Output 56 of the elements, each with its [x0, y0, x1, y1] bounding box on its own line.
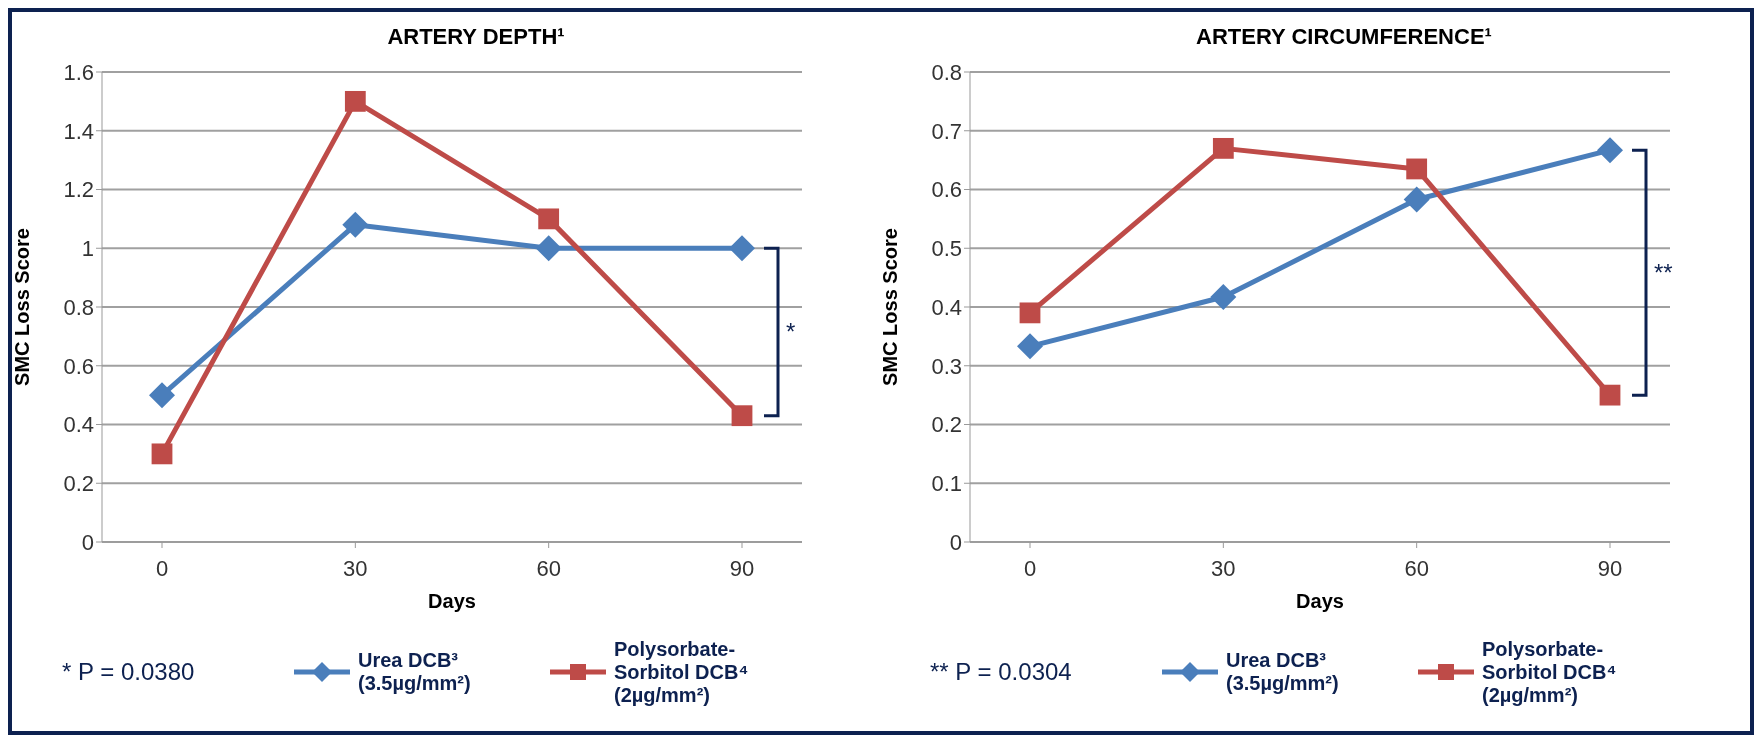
x-tick-label: 90 [729, 555, 755, 581]
chart-title: ARTERY CIRCUMFERENCE¹ [1196, 24, 1492, 49]
x-tick-label: 90 [1597, 555, 1623, 581]
legend-label: Urea DCB³ (3.5µg/mm²) [1226, 649, 1340, 695]
point [538, 208, 560, 230]
y-tick-label: 0.2 [931, 412, 962, 438]
y-tick-label: 0.8 [63, 294, 94, 320]
y-tick-label: 0.6 [63, 353, 94, 379]
point [149, 382, 175, 409]
y-tick-label: 1.4 [63, 118, 94, 144]
point [1212, 137, 1234, 159]
annotation: * [786, 317, 796, 345]
point [1019, 302, 1041, 324]
legend-label: Urea DCB³ (3.5µg/mm²) [358, 649, 472, 695]
legend-label: Polysorbate-Sorbitol DCB⁴ (2µg/mm²) [1482, 637, 1618, 707]
x-tick-label: 60 [536, 555, 561, 581]
point [1017, 333, 1043, 360]
y-tick-label: 0.8 [931, 59, 962, 85]
y-tick-label: 1 [81, 236, 94, 262]
point [535, 235, 562, 262]
y-tick-label: 0.4 [63, 412, 94, 438]
text: ** P = 0.0304 [930, 658, 1073, 686]
point [731, 405, 753, 427]
y-axis-title: SMC Loss Score [11, 228, 34, 386]
chart-title: ARTERY DEPTH¹ [387, 24, 565, 49]
annotation: ** [1654, 258, 1673, 286]
x-tick-label: 60 [1404, 555, 1429, 581]
point [1597, 137, 1623, 164]
point [1403, 186, 1430, 213]
point [729, 235, 755, 262]
y-tick-label: 0.2 [63, 471, 94, 497]
point [344, 90, 366, 112]
y-tick-label: 1.6 [63, 59, 94, 85]
x-tick-label: 0 [155, 555, 169, 581]
y-tick-label: 0.3 [931, 353, 962, 379]
y-tick-label: 0.5 [931, 236, 962, 262]
y-tick-label: 0 [949, 529, 962, 555]
point [151, 443, 173, 465]
y-tick-label: 1.2 [63, 177, 94, 203]
legend-label: Polysorbate-Sorbitol DCB⁴ (2µg/mm²) [614, 637, 750, 707]
y-tick-label: 0.1 [931, 471, 962, 497]
y-tick-label: 0.6 [931, 177, 962, 203]
y-tick-label: 0 [81, 529, 94, 555]
point [342, 211, 369, 238]
x-tick-label: 30 [343, 555, 368, 581]
point [1599, 384, 1621, 406]
x-tick-label: 30 [1211, 555, 1236, 581]
x-axis-title: Days [428, 590, 476, 612]
y-axis-title: SMC Loss Score [879, 228, 902, 386]
x-tick-label: 0 [1023, 555, 1037, 581]
point [1406, 158, 1428, 180]
point [1210, 284, 1237, 311]
y-tick-label: 0.7 [931, 118, 962, 144]
text: * P = 0.0380 [62, 658, 196, 686]
x-axis-title: Days [1296, 590, 1344, 612]
y-tick-label: 0.4 [931, 294, 962, 320]
